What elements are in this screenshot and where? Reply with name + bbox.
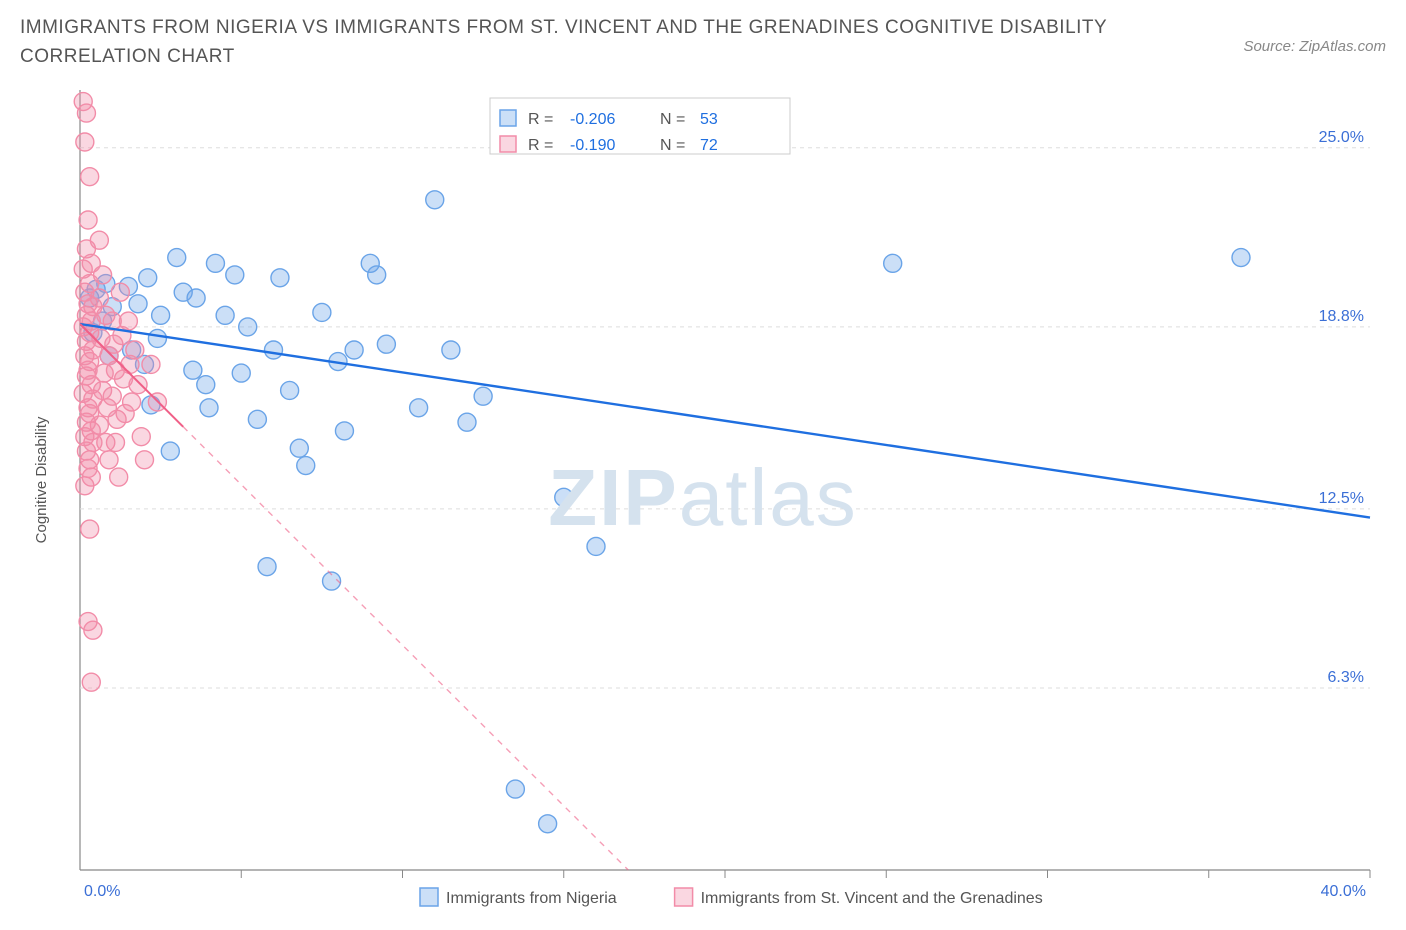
svg-text:6.3%: 6.3% <box>1328 669 1364 686</box>
svg-text:Immigrants from St. Vincent an: Immigrants from St. Vincent and the Gren… <box>701 890 1043 907</box>
svg-text:18.8%: 18.8% <box>1319 308 1364 325</box>
svg-text:40.0%: 40.0% <box>1321 883 1366 900</box>
svg-text:0.0%: 0.0% <box>84 883 120 900</box>
svg-text:R =: R = <box>528 111 553 128</box>
svg-text:12.5%: 12.5% <box>1319 490 1364 507</box>
svg-text:N =: N = <box>660 111 685 128</box>
svg-text:-0.190: -0.190 <box>570 137 615 154</box>
chart-title: IMMIGRANTS FROM NIGERIA VS IMMIGRANTS FR… <box>20 14 1140 71</box>
svg-text:72: 72 <box>700 137 718 154</box>
svg-text:N =: N = <box>660 137 685 154</box>
svg-text:-0.206: -0.206 <box>570 111 615 128</box>
svg-text:53: 53 <box>700 111 718 128</box>
svg-text:Cognitive Disability: Cognitive Disability <box>33 416 50 543</box>
scatter-chart: 6.3% 12.5% 18.8% 25.0% 0.0% 40.0% Cognitive Di… <box>20 80 1386 915</box>
svg-text:Immigrants from Nigeria: Immigrants from Nigeria <box>446 890 617 907</box>
svg-text:R =: R = <box>528 137 553 154</box>
chart-source: Source: ZipAtlas.com <box>1243 14 1386 55</box>
chart-container: ZIPatlas 6.3%12.5%18.8%25.0%0.0%40.0%Cog… <box>20 80 1386 915</box>
svg-text:25.0%: 25.0% <box>1319 129 1364 146</box>
